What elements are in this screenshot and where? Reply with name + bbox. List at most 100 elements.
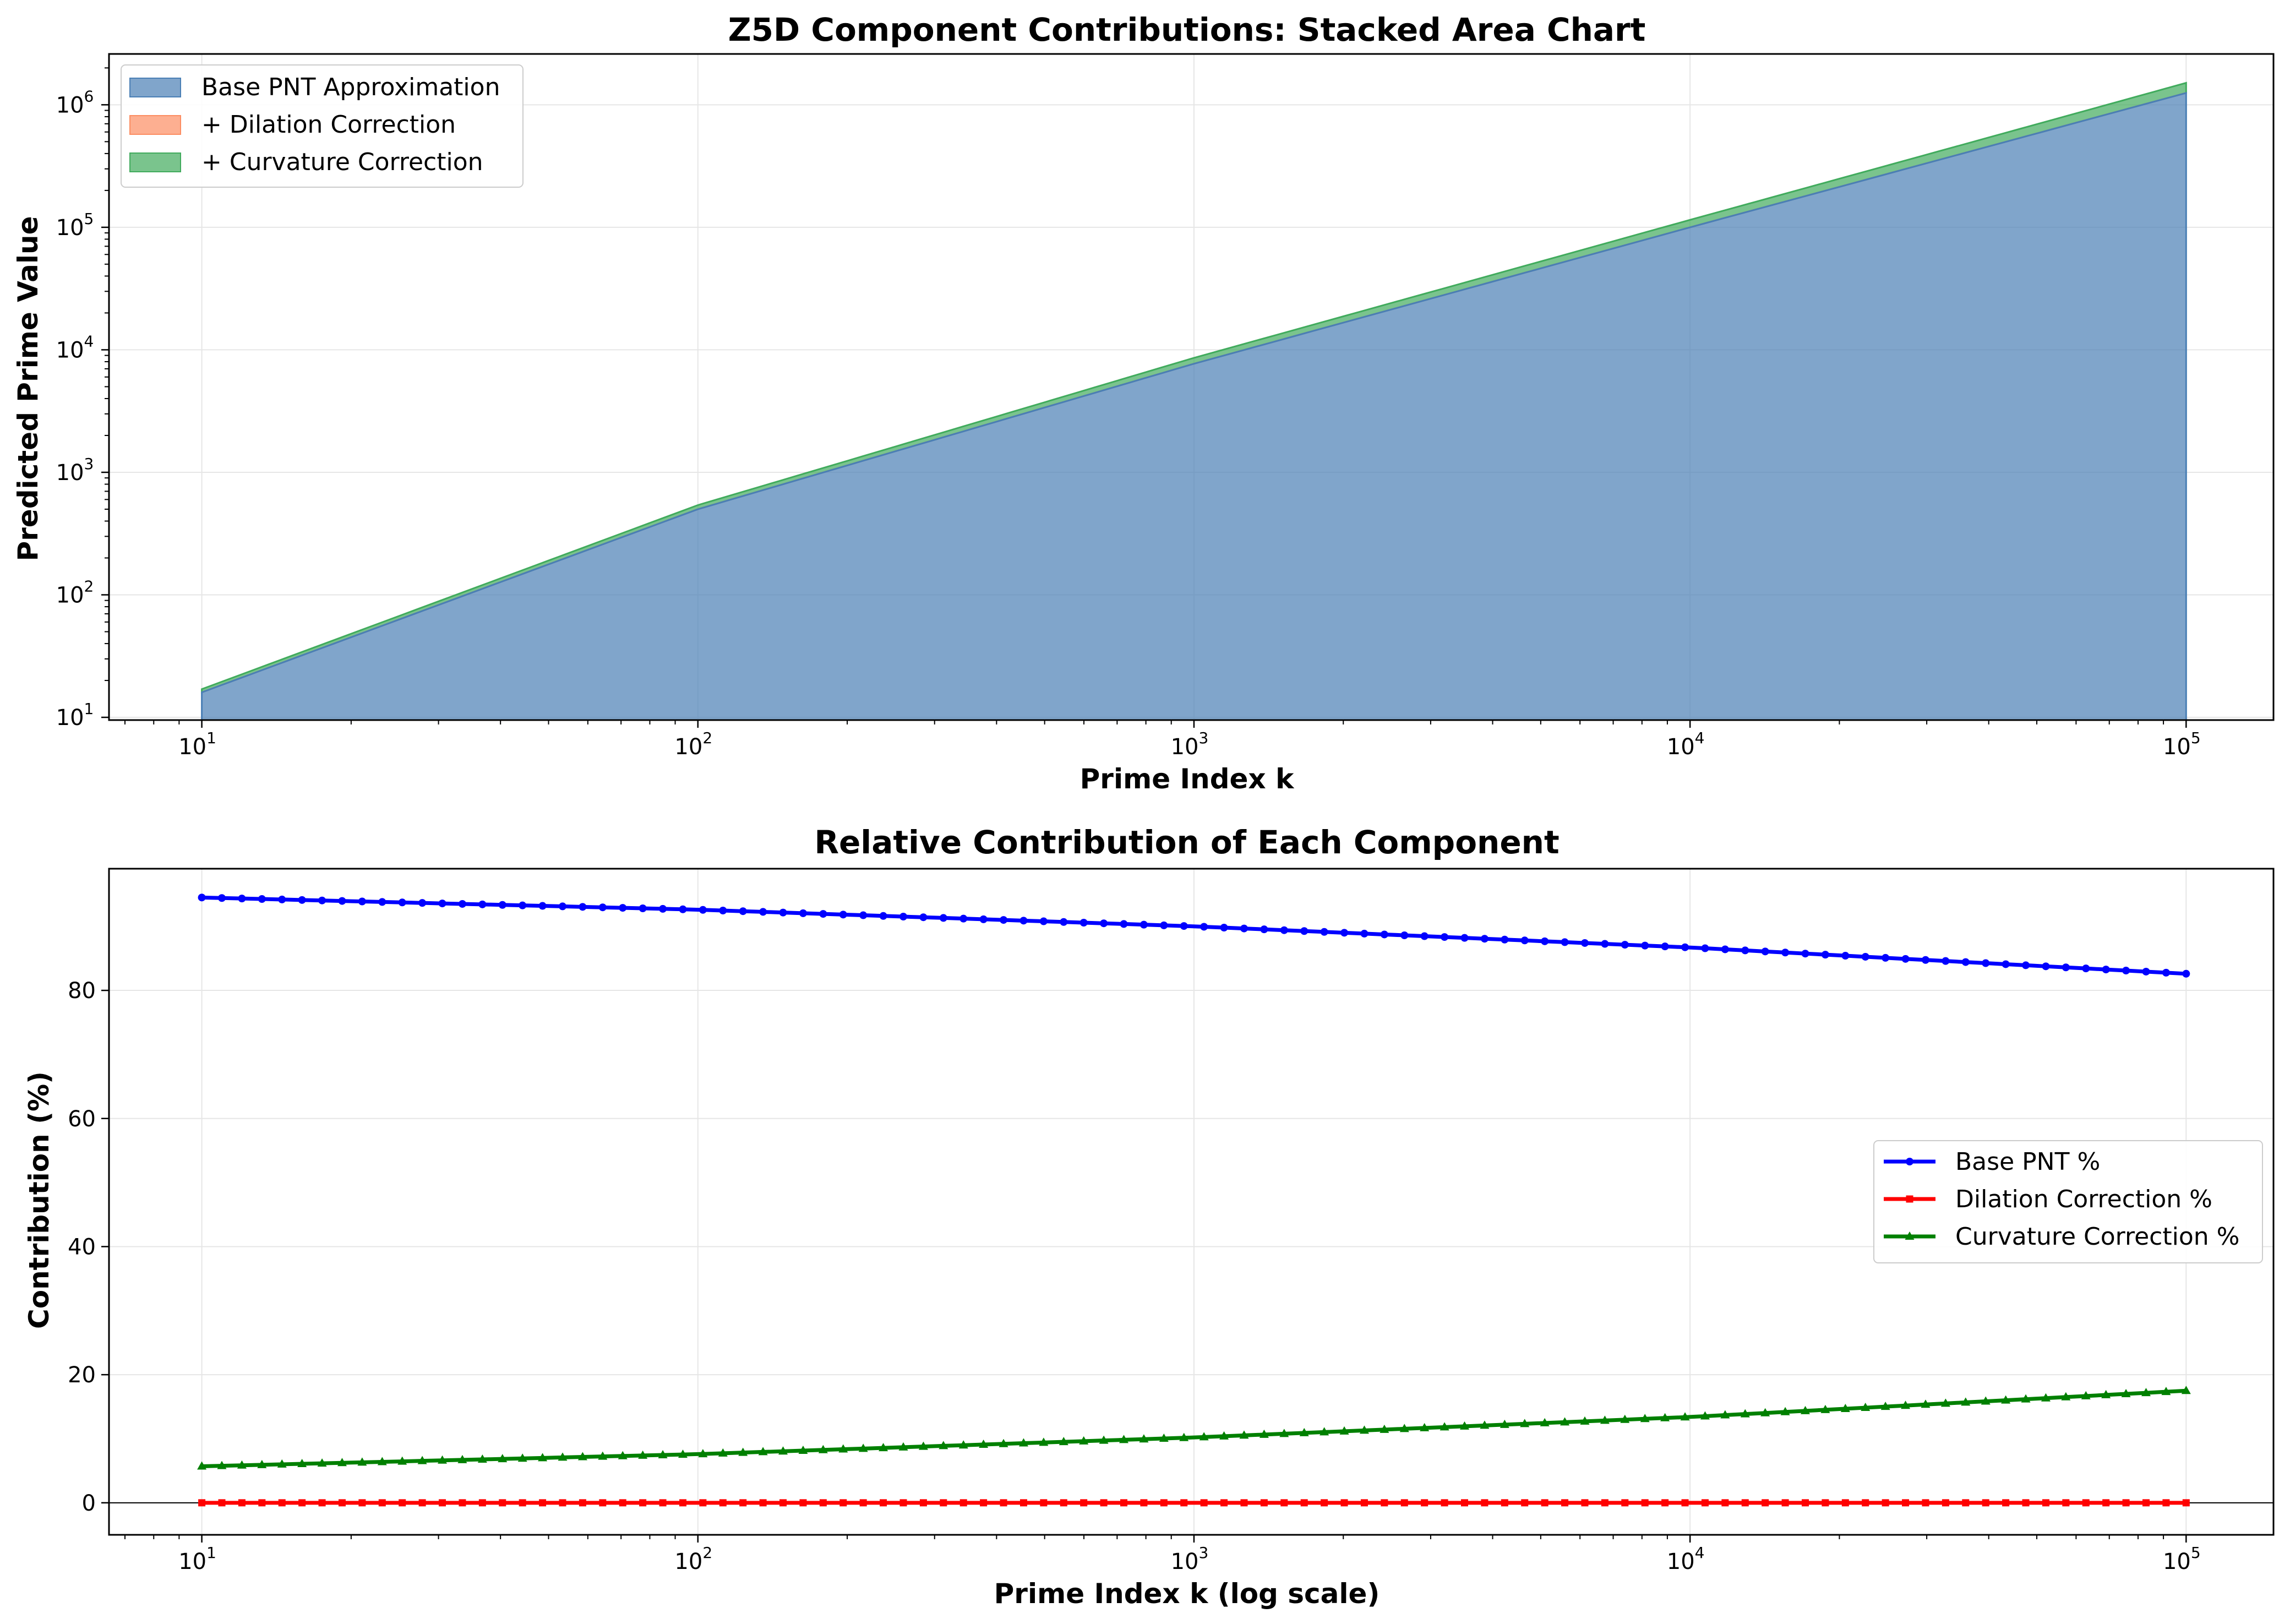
- chart2-marker-dilation: [2062, 1499, 2070, 1507]
- chart2-marker-base-pnt: [438, 900, 446, 908]
- chart1-plot-area: [201, 81, 2187, 721]
- chart2-marker-base-pnt: [1580, 939, 1589, 947]
- chart2-marker-dilation: [1120, 1499, 1128, 1507]
- chart1-legend-label: Base PNT Approximation: [201, 73, 500, 101]
- chart2-marker-base-pnt: [1079, 918, 1088, 927]
- chart2-marker-curvature: [1820, 1404, 1830, 1413]
- chart2-marker-curvature: [858, 1443, 868, 1452]
- chart2-marker-base-pnt: [478, 900, 487, 908]
- chart2-marker-curvature: [658, 1449, 668, 1458]
- chart2-marker-curvature: [1299, 1427, 1309, 1436]
- chart2-marker-dilation: [1581, 1499, 1589, 1507]
- chart2-marker-curvature: [558, 1452, 568, 1461]
- chart2-marker-dilation: [1381, 1499, 1388, 1507]
- chart2-marker-curvature: [1740, 1409, 1750, 1418]
- chart2-marker-base-pnt: [1961, 958, 1970, 966]
- chart1-y-tick-label: 103: [56, 455, 94, 486]
- chart2-marker-base-pnt: [679, 905, 687, 913]
- chart2-marker-base-pnt: [2142, 967, 2150, 976]
- chart2-marker-base-pnt: [538, 902, 547, 910]
- chart2-marker-dilation: [1160, 1499, 1168, 1507]
- chart1-y-tick-label: 106: [56, 87, 94, 118]
- chart2-y-tick-label: 80: [68, 978, 96, 1004]
- chart2-line-curvature: [201, 1388, 2187, 1469]
- chart2-marker-dilation: [839, 1499, 847, 1507]
- chart2-marker-dilation: [258, 1499, 266, 1507]
- chart2-marker-curvature: [1720, 1410, 1730, 1419]
- chart2-legend-label: Curvature Correction %: [1955, 1223, 2239, 1251]
- chart2-marker-base-pnt: [1260, 925, 1268, 934]
- chart2-marker-base-pnt: [2022, 961, 2030, 969]
- chart2-marker-base-pnt: [338, 897, 346, 905]
- chart2-marker-dilation: [198, 1499, 206, 1507]
- chart2-marker-base-pnt: [1841, 952, 1850, 960]
- chart2-marker-curvature: [1861, 1403, 1871, 1412]
- chart2-marker-base-pnt: [1420, 932, 1428, 940]
- chart2-marker-base-pnt: [519, 901, 527, 909]
- chart2-marker-base-pnt: [2122, 967, 2130, 975]
- chart2-marker-curvature: [217, 1460, 227, 1469]
- chart2-marker-base-pnt: [859, 911, 868, 919]
- chart2-marker-curvature: [1921, 1399, 1931, 1408]
- chart2-marker-dilation: [579, 1499, 586, 1507]
- chart1-axes-frame: [108, 53, 2275, 721]
- chart1-legend-box: [121, 64, 524, 188]
- chart2-x-tick-label: 103: [1171, 1544, 1209, 1574]
- chart2-marker-dilation: [919, 1499, 927, 1507]
- chart2-y-tick-label: 40: [68, 1234, 96, 1260]
- chart2-marker-dilation: [1922, 1499, 1929, 1507]
- chart2-marker-base-pnt: [1681, 943, 1689, 951]
- chart2-marker-base-pnt: [739, 907, 747, 915]
- chart2-marker-curvature: [317, 1458, 327, 1467]
- chart2-marker-dilation: [1100, 1499, 1108, 1507]
- chart1-x-tick-label: 103: [1171, 729, 1209, 760]
- chart2-marker-curvature: [417, 1456, 427, 1464]
- chart2-plot-area: [197, 893, 2191, 1507]
- chart2-marker-base-pnt: [2082, 964, 2090, 973]
- chart2-marker-base-pnt: [1200, 923, 1208, 931]
- chart2-marker-curvature: [538, 1453, 548, 1462]
- chart2-marker-curvature: [1339, 1426, 1349, 1435]
- chart2-marker-dilation: [2142, 1499, 2150, 1507]
- chart2-marker-curvature: [2101, 1389, 2111, 1398]
- chart2-marker-dilation: [1140, 1499, 1148, 1507]
- chart2-marker-dilation: [318, 1499, 326, 1507]
- chart2-marker-dilation: [378, 1499, 386, 1507]
- chart1-legend-swatch: [129, 152, 181, 172]
- chart1-area-base-pnt: [201, 91, 2187, 721]
- chart2-marker-dilation: [639, 1499, 647, 1507]
- chart2-marker-dilation: [218, 1499, 226, 1507]
- chart2-marker-dilation: [739, 1499, 747, 1507]
- chart1-y-tick-label: 105: [56, 210, 94, 241]
- chart2-marker-dilation: [1781, 1499, 1789, 1507]
- chart2-marker-dilation: [759, 1499, 767, 1507]
- chart2-marker-base-pnt: [2002, 960, 2010, 968]
- chart1-x-tick-label: 104: [1667, 729, 1705, 760]
- chart2-marker-curvature: [1500, 1419, 1509, 1428]
- chart2-marker-base-pnt: [1280, 926, 1288, 934]
- chart2-marker-dilation: [980, 1499, 988, 1507]
- chart2-legend-label: Base PNT %: [1955, 1148, 2100, 1176]
- chart2-marker-dilation: [1400, 1499, 1408, 1507]
- chart2-marker-base-pnt: [1520, 936, 1529, 945]
- chart2-marker-curvature: [778, 1446, 788, 1455]
- chart2-marker-dilation: [1000, 1499, 1007, 1507]
- chart2-marker-base-pnt: [1541, 937, 1549, 945]
- chart2-marker-base-pnt: [1801, 950, 1809, 958]
- chart2-marker-dilation: [278, 1499, 286, 1507]
- chart2-marker-base-pnt: [1039, 917, 1048, 925]
- line-chart: Relative Contribution of Each Component …: [23, 824, 2275, 1610]
- chart2-marker-base-pnt: [1160, 921, 1168, 929]
- chart2-marker-base-pnt: [1861, 952, 1869, 961]
- chart2-marker-base-pnt: [458, 900, 466, 908]
- chart2-marker-base-pnt: [919, 913, 928, 922]
- chart2-marker-curvature: [958, 1440, 968, 1449]
- chart2-marker-curvature: [798, 1445, 808, 1454]
- chart2-marker-curvature: [1901, 1400, 1911, 1409]
- chart2-marker-curvature: [1380, 1424, 1389, 1433]
- chart2-marker-curvature: [498, 1454, 508, 1463]
- chart2-marker-base-pnt: [1982, 959, 1990, 967]
- chart2-marker-base-pnt: [2062, 963, 2070, 972]
- chart1-ylabel: Predicted Prime Value: [12, 216, 44, 561]
- chart2-marker-curvature: [1199, 1432, 1209, 1441]
